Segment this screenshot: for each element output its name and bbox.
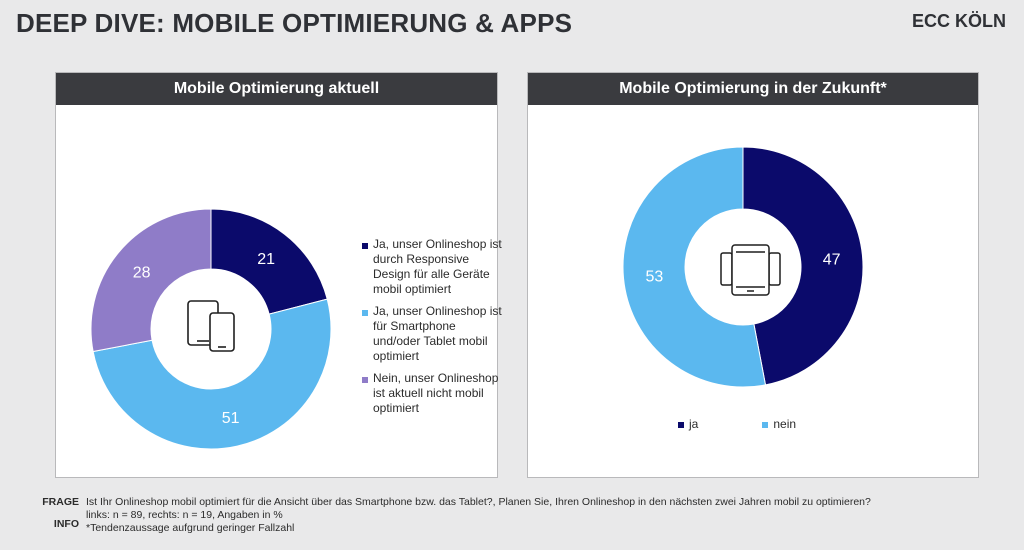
legend-swatch bbox=[362, 310, 368, 316]
chart-title-future: Mobile Optimierung in der Zukunft* bbox=[528, 73, 978, 105]
legend-item: nein bbox=[762, 417, 796, 432]
data-label: 53 bbox=[645, 268, 663, 285]
info-line: links: n = 89, rechts: n = 19, Angaben i… bbox=[86, 509, 283, 521]
legend-item: Ja, unser Onlineshop ist für Smartphone … bbox=[362, 304, 502, 364]
data-label: 28 bbox=[133, 265, 151, 282]
brand-logo: ECC KÖLN bbox=[912, 11, 1006, 31]
legend-label: Ja, unser Onlineshop ist für Smartphone … bbox=[373, 304, 502, 363]
chart-panel-future: Mobile Optimierung in der Zukunft* 47 53 … bbox=[527, 72, 979, 478]
legend-item: Nein, unser Onlineshop ist aktuell nicht… bbox=[362, 371, 502, 416]
legend-future: ja nein bbox=[678, 417, 796, 432]
legend-swatch bbox=[678, 421, 684, 428]
data-label: 21 bbox=[257, 251, 275, 268]
legend-label: ja bbox=[689, 417, 699, 431]
legend-current: Ja, unser Onlineshop ist durch Responsiv… bbox=[362, 237, 502, 423]
data-label: 47 bbox=[823, 252, 841, 269]
legend-swatch bbox=[362, 243, 368, 249]
legend-label: Ja, unser Onlineshop ist durch Responsiv… bbox=[373, 237, 502, 296]
info-line: *Tendenzaussage aufgrund geringer Fallza… bbox=[86, 522, 295, 534]
legend-swatch bbox=[762, 421, 769, 428]
frage-label: FRAGE bbox=[42, 496, 79, 508]
legend-label: Nein, unser Onlineshop ist aktuell nicht… bbox=[373, 371, 499, 415]
frage-text: Ist Ihr Onlineshop mobil optimiert für d… bbox=[86, 496, 871, 508]
donut-chart-future: 47 53 bbox=[622, 146, 864, 388]
chart-panel-current: Mobile Optimierung aktuell 21 51 28 Ja, un… bbox=[55, 72, 502, 478]
legend-label: nein bbox=[773, 417, 797, 431]
legend-item: Ja, unser Onlineshop ist durch Responsiv… bbox=[362, 237, 502, 297]
info-label: INFO bbox=[53, 518, 79, 530]
donut-segment bbox=[742, 146, 864, 386]
info-text: links: n = 89, rechts: n = 19, Angaben i… bbox=[86, 509, 294, 535]
data-label: 51 bbox=[222, 410, 240, 427]
tablet-and-phone-icon bbox=[187, 300, 235, 352]
donut-chart-current: 21 51 28 bbox=[90, 208, 332, 450]
legend-swatch bbox=[362, 377, 368, 383]
phones-icon bbox=[720, 244, 781, 296]
page-title: DEEP DIVE: MOBILE OPTIMIERUNG & APPS bbox=[16, 8, 573, 38]
chart-title-current: Mobile Optimierung aktuell bbox=[56, 73, 497, 105]
legend-item: ja bbox=[678, 417, 698, 432]
footer-notes: FRAGE Ist Ihr Onlineshop mobil optimiert… bbox=[16, 496, 1016, 535]
